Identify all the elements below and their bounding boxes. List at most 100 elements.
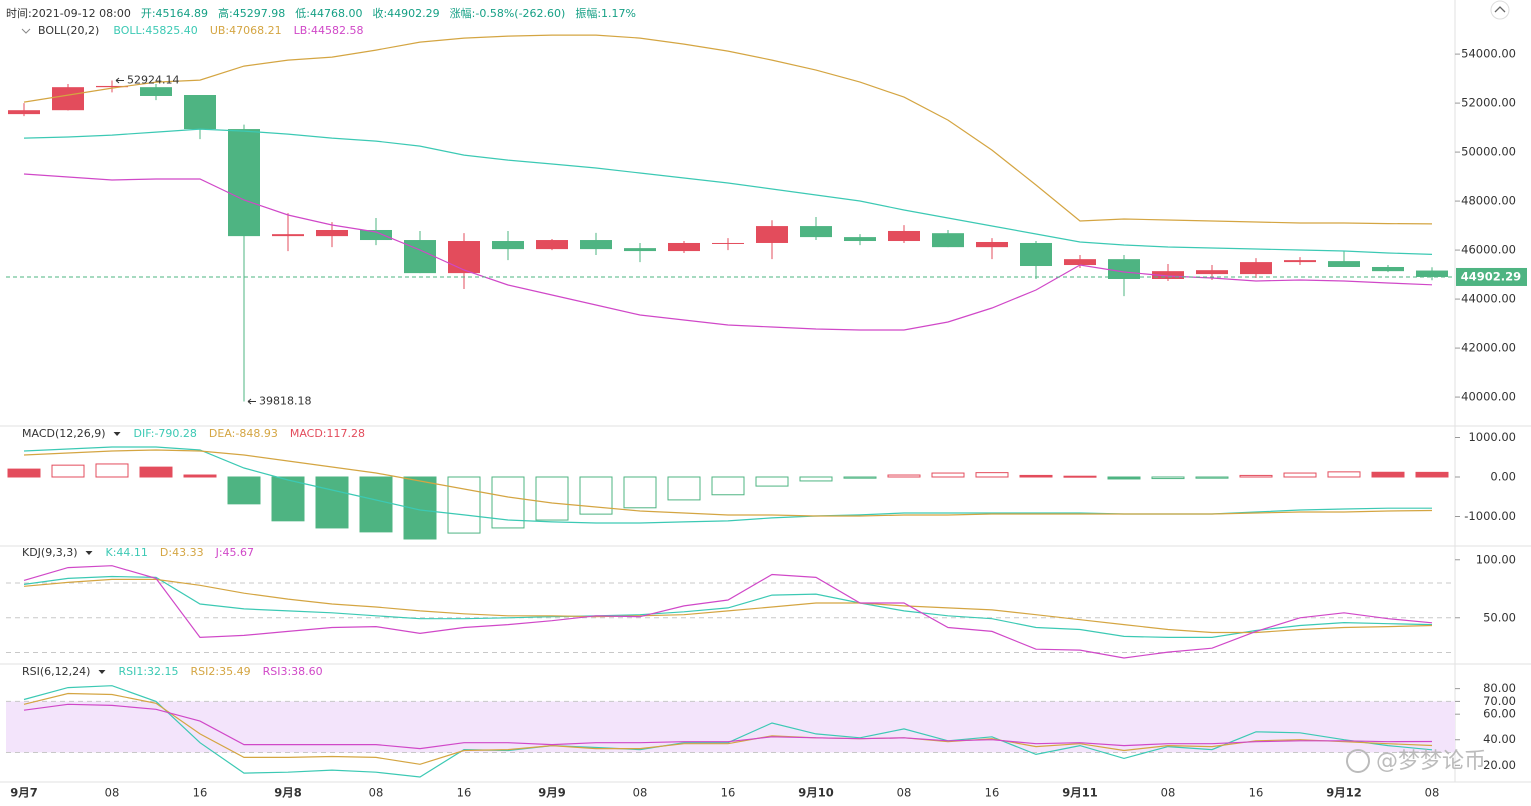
indicator-line	[23, 128, 1433, 255]
y-tick-label: 100.00	[1476, 552, 1516, 566]
macd-bar	[227, 476, 261, 505]
header-field: 收:44902.29	[372, 6, 439, 20]
y-tick-label: 40000.00	[1461, 390, 1516, 404]
candle-body	[448, 241, 480, 274]
header-field: 时间:2021-09-12 08:00	[6, 7, 131, 20]
indicator-label: BOLL(20,2)	[38, 24, 99, 37]
macd-bar	[1327, 471, 1361, 478]
header-field: 开:45164.89	[141, 7, 208, 20]
legend-entry: RSI1:32.15	[118, 665, 178, 678]
indicator-line	[23, 692, 1433, 765]
macd-bar	[51, 464, 85, 478]
candle-body	[844, 237, 876, 242]
indicator-line	[23, 565, 1433, 659]
indicator-line	[23, 685, 1433, 778]
header-field: 高:45297.98	[218, 6, 285, 20]
x-tick-label: 08	[105, 786, 120, 800]
indicator-line	[23, 578, 1433, 634]
candle-body	[272, 234, 304, 237]
macd-bar	[1239, 474, 1273, 478]
macd-bar	[667, 476, 701, 501]
header-field: 低:44768.00	[295, 7, 362, 20]
candle-body	[800, 226, 832, 238]
legend-entry: J:45.67	[215, 546, 254, 559]
legend-entry: LB:44582.58	[294, 24, 364, 37]
macd-bar	[1371, 471, 1405, 478]
x-tick-label: 9月11	[1062, 786, 1098, 800]
legend-menu	[85, 551, 93, 555]
indicator-line	[23, 703, 1433, 750]
candle-body	[976, 241, 1008, 248]
legend-toggle[interactable]	[21, 28, 31, 34]
candle-body	[888, 230, 920, 242]
candle-body	[228, 129, 260, 237]
y-tick-label: 70.00	[1483, 694, 1516, 708]
candle-body	[316, 229, 348, 237]
candle-body	[1020, 242, 1052, 267]
candle-body	[1416, 270, 1448, 277]
band	[6, 701, 1455, 753]
macd-bar	[1195, 476, 1229, 479]
candle-body	[1064, 259, 1096, 266]
legend-entry: D:43.33	[160, 546, 204, 559]
macd-bar	[271, 476, 305, 522]
header-field: 涨幅:-0.58%(-262.60)	[450, 7, 566, 20]
candle-body	[140, 87, 172, 96]
macd-bar	[359, 476, 393, 533]
legend-entry: RSI2:35.49	[191, 665, 251, 678]
watermark: @梦梦论币	[1376, 749, 1486, 774]
x-tick-label: 16	[985, 786, 1000, 800]
macd-bar	[799, 476, 833, 482]
legend-entry: MACD:117.28	[290, 427, 365, 440]
macd-bar	[491, 476, 525, 529]
candle-body	[492, 241, 524, 250]
y-tick-label: -1000.00	[1464, 509, 1516, 523]
x-tick-label: 16	[721, 786, 736, 800]
candle-body	[96, 85, 128, 88]
macd-bar	[887, 474, 921, 478]
y-tick-label: 48000.00	[1461, 194, 1516, 208]
macd-bar	[139, 466, 173, 478]
y-tick-label: 80.00	[1483, 681, 1516, 695]
y-tick-label: 54000.00	[1461, 47, 1516, 61]
candle-body	[1284, 260, 1316, 263]
y-tick-label: 1000.00	[1468, 430, 1516, 444]
x-tick-label: 9月12	[1326, 786, 1362, 800]
macd-bar	[711, 476, 745, 496]
indicator-line	[23, 34, 1433, 225]
candle-body	[1328, 261, 1360, 267]
candle-body	[668, 242, 700, 252]
candle-body	[360, 229, 392, 241]
macd-bar	[579, 476, 613, 515]
legend-entry: DIF:-790.28	[134, 427, 197, 440]
x-tick-label: 16	[1249, 786, 1264, 800]
candle-body	[1372, 266, 1404, 272]
indicator-label: MACD(12,26,9)	[22, 427, 106, 440]
macd-bar	[1063, 475, 1097, 478]
last-price-box	[1456, 267, 1527, 286]
x-tick-label: 08	[1161, 786, 1176, 800]
collapse-button[interactable]	[1490, 0, 1510, 20]
candle-body	[932, 233, 964, 248]
candle-body	[1152, 271, 1184, 279]
y-tick-label: 20.00	[1483, 758, 1516, 772]
macd-bar	[1107, 476, 1141, 480]
y-tick-label: 40.00	[1483, 732, 1516, 746]
legend-entry: BOLL:45825.40	[113, 24, 197, 37]
macd-bar	[1415, 471, 1449, 478]
legend-entry: RSI3:38.60	[263, 665, 323, 678]
macd-bar	[1019, 474, 1053, 478]
candle-body	[624, 248, 656, 252]
macd-bar	[623, 476, 657, 509]
extreme-arrow	[115, 77, 124, 84]
x-tick-label: 9月10	[798, 786, 834, 800]
extreme-label: 52924.14	[127, 73, 180, 86]
x-tick-label: 08	[1425, 786, 1440, 800]
y-tick-label: 42000.00	[1461, 341, 1516, 355]
x-tick-label: 08	[897, 786, 912, 800]
candle-body	[712, 242, 744, 244]
macd-bar	[447, 476, 481, 534]
indicator-line	[23, 449, 1433, 517]
